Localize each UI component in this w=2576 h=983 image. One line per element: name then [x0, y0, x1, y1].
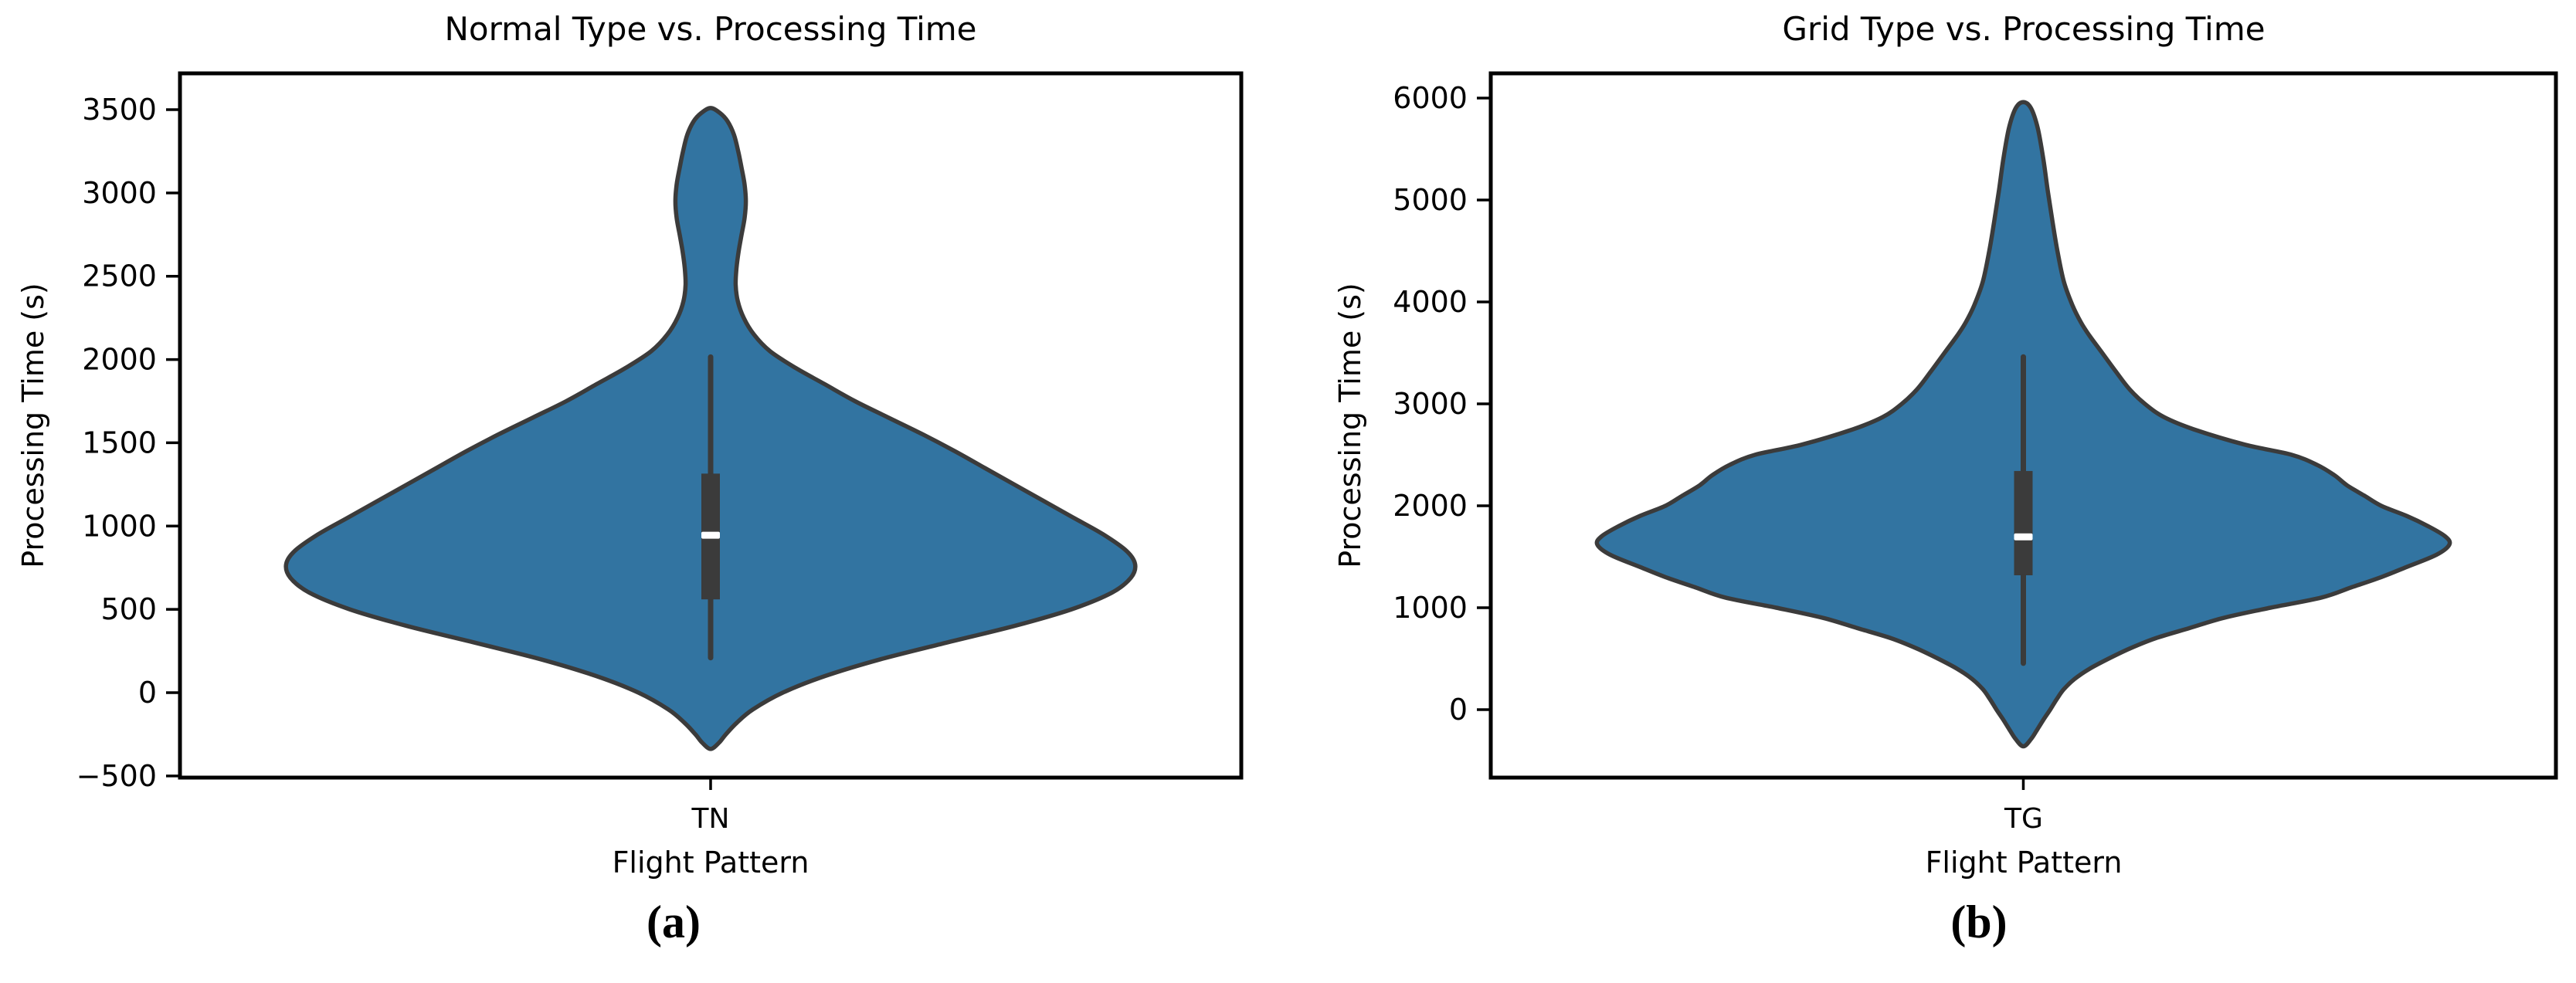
y-axis-label-left: Processing Time (s)	[16, 283, 50, 568]
y-tick-label: 0	[138, 676, 157, 710]
box-median	[2014, 533, 2033, 541]
y-tick-label: 2000	[82, 343, 157, 377]
y-tick-label: 3000	[1393, 387, 1468, 421]
y-axis-label-right: Processing Time (s)	[1333, 283, 1367, 568]
y-tick-label: 2000	[1393, 489, 1468, 523]
x-axis-label-left: Flight Pattern	[612, 846, 809, 880]
y-tick-label: 3000	[82, 176, 157, 210]
box-median	[701, 531, 720, 539]
axes-spines	[178, 71, 1244, 780]
x-tick-label-left: TN	[691, 803, 730, 835]
y-tick-label: 5000	[1393, 183, 1468, 217]
y-tick-label: 1500	[82, 425, 157, 459]
y-tick-label: 3500	[82, 93, 157, 127]
y-tick-label: 1000	[1393, 591, 1468, 625]
chart-title-right: Grid Type vs. Processing Time	[1782, 10, 2265, 48]
y-tick-label: 500	[100, 592, 157, 626]
y-tick-label: 4000	[1393, 285, 1468, 319]
x-axis-label-right: Flight Pattern	[1925, 846, 2123, 880]
subfigure-caption-a: (a)	[647, 897, 701, 947]
y-tick-label: 0	[1449, 693, 1468, 727]
x-tick-label-right: TG	[2004, 803, 2043, 835]
y-tick-label: 6000	[1393, 81, 1468, 115]
subfigure-caption-b: (b)	[1950, 897, 2008, 947]
axes-spines	[1488, 71, 2558, 780]
y-tick-label: 1000	[82, 509, 157, 543]
box-iqr	[2014, 470, 2033, 575]
chart-title-left: Normal Type vs. Processing Time	[444, 10, 977, 48]
y-tick-label: −500	[76, 759, 157, 793]
y-tick-label: 2500	[82, 259, 157, 293]
violin-panel-TG: 0 1000 2000 3000 4000 5000 6000	[1393, 71, 2558, 790]
violin-panel-TN: −500 0 500 1000 1500 2000 2500 3000 3500	[76, 71, 1244, 793]
